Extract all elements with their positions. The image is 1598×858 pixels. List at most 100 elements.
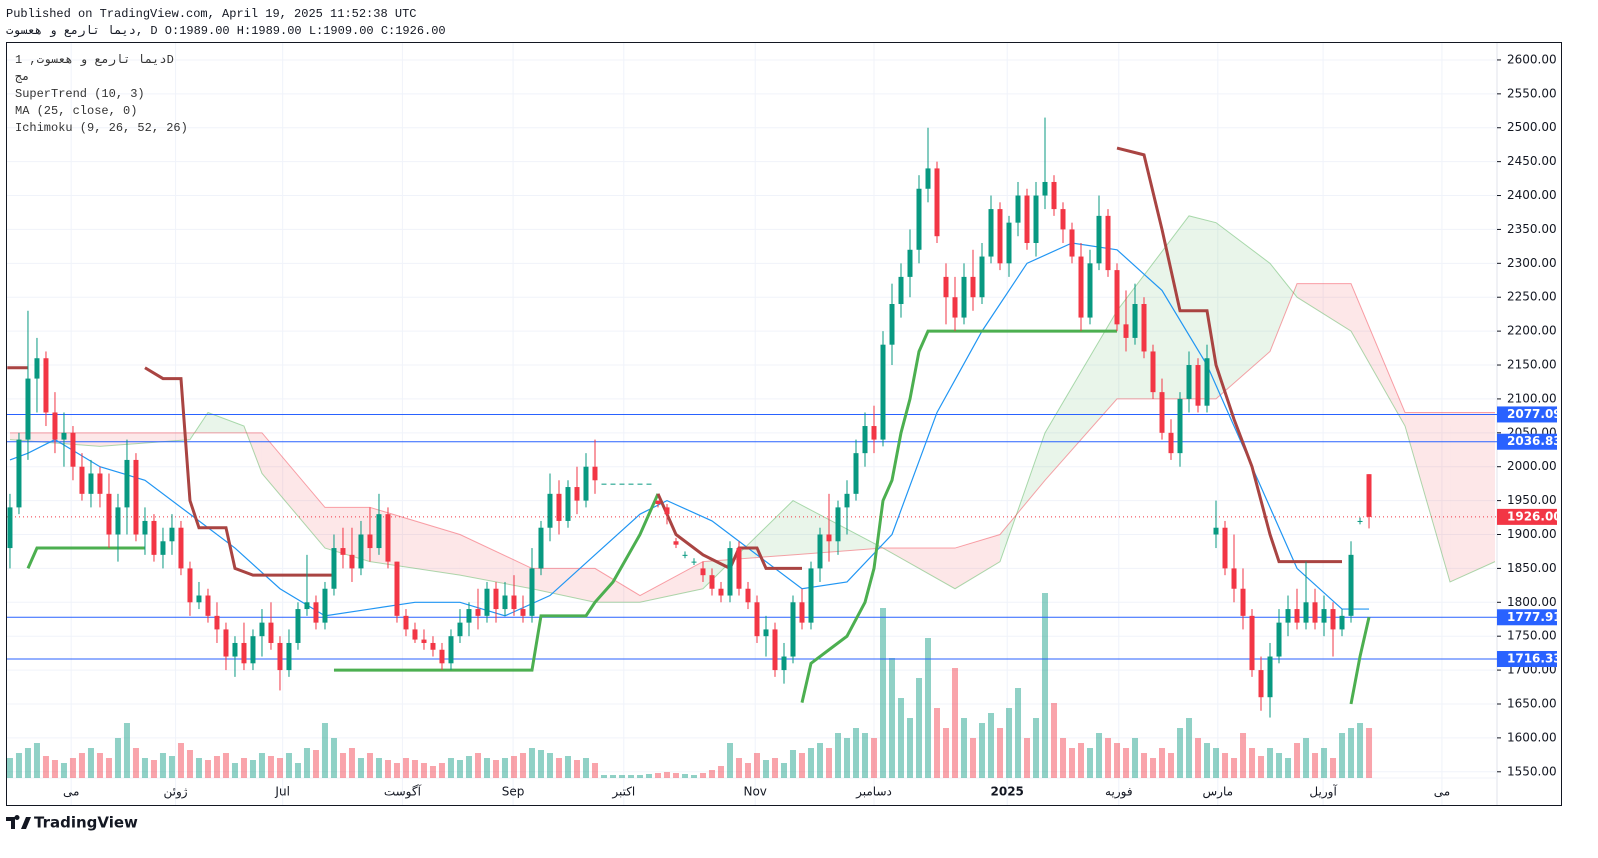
candle-body — [484, 588, 490, 616]
volume-bar — [60, 763, 67, 778]
x-tick-label: ژوئن — [164, 785, 188, 800]
level-tag — [1497, 433, 1557, 450]
volume-bar — [1123, 748, 1130, 778]
candle-body — [1105, 215, 1111, 271]
volume-bar — [1132, 738, 1139, 778]
candle-body — [1303, 602, 1309, 623]
candle-body — [691, 561, 697, 563]
volume-bar — [1105, 738, 1112, 778]
candle-body — [1060, 209, 1066, 230]
candle-body — [25, 378, 31, 440]
volume-bar — [357, 758, 364, 778]
candle-body — [511, 595, 517, 610]
volume-bar — [1051, 703, 1058, 778]
cloud — [1351, 283, 1406, 427]
y-tick-label: 2350.00 — [1507, 222, 1557, 236]
candle-body — [754, 602, 760, 637]
candle-body — [169, 527, 175, 542]
x-tick-label: آگوست — [384, 784, 422, 800]
y-tick-label: 2200.00 — [1507, 324, 1557, 338]
y-tick-label: 2400.00 — [1507, 188, 1557, 202]
volume-bar — [952, 668, 959, 778]
candle-body — [61, 432, 67, 440]
candle-body — [1069, 229, 1075, 257]
candle-body — [637, 483, 643, 485]
candle-body — [934, 168, 940, 237]
cloud — [531, 568, 595, 603]
volume-bar — [780, 763, 787, 778]
volume-bar — [330, 738, 337, 778]
volume-bar — [528, 748, 535, 778]
logo: TradingView — [6, 814, 138, 832]
candle-body — [1033, 195, 1039, 243]
volume-bar — [1150, 758, 1157, 778]
candle-body — [43, 358, 49, 413]
candle-body — [1366, 474, 1372, 517]
candle-body — [700, 568, 706, 576]
volume-bar — [1087, 748, 1094, 778]
supertrend-up — [333, 493, 660, 672]
level-label: 1777.91 — [1507, 610, 1562, 624]
volume-bar — [420, 763, 427, 778]
candle-body — [583, 466, 589, 501]
published: Published on TradingView.com, April 19, … — [6, 7, 416, 21]
cloud — [639, 561, 703, 603]
volume-bar — [681, 774, 688, 778]
candle-body — [817, 534, 823, 569]
candle-body — [1213, 527, 1219, 535]
volume-bar — [51, 760, 58, 778]
cloud — [955, 534, 1001, 589]
volume-bar — [1114, 743, 1121, 778]
volume-bar — [1249, 748, 1256, 778]
volume-bar — [1321, 748, 1328, 778]
candle-body — [1186, 365, 1192, 399]
y-tick-label: 2300.00 — [1507, 256, 1557, 270]
candle-body — [907, 249, 913, 277]
candle-body — [1258, 670, 1264, 698]
x-tick-label: دسامبر — [855, 785, 892, 800]
volume-bar — [510, 756, 517, 778]
supertrend-down — [144, 366, 334, 577]
candle-body — [745, 588, 751, 603]
volume-bar — [249, 760, 256, 778]
candle-body — [682, 554, 688, 556]
volume-bar — [861, 733, 868, 778]
candle-body — [358, 534, 364, 569]
volume-bar — [303, 748, 310, 778]
candle-body — [601, 483, 607, 485]
x-tick-label: Jul — [274, 785, 289, 799]
candle-body — [448, 636, 454, 664]
candle-body — [529, 568, 535, 616]
candle-body — [214, 615, 220, 630]
candle-body — [367, 534, 373, 549]
cloud — [882, 548, 956, 589]
candle-body — [790, 602, 796, 657]
supertrend-up — [800, 329, 1118, 703]
cloud — [1117, 215, 1190, 399]
volume-bar — [267, 756, 274, 778]
volume-bar — [1033, 718, 1040, 778]
candle-body — [160, 541, 166, 555]
volume-bar — [627, 775, 634, 778]
candle-body — [250, 636, 256, 664]
volume-bar — [456, 760, 463, 778]
volume-bar — [123, 723, 130, 778]
last-price-tag — [1497, 508, 1557, 525]
volume-bar — [204, 760, 211, 778]
y-tick-label: 1550.00 — [1507, 764, 1557, 778]
candle-body — [412, 629, 418, 640]
cloud — [702, 500, 793, 589]
candle-body — [538, 527, 544, 569]
volume-bar — [87, 748, 94, 778]
volume-bar — [961, 718, 968, 778]
candle-body — [619, 483, 625, 485]
volume-bar — [789, 750, 796, 778]
candle-body — [1177, 398, 1183, 454]
candle-body — [1222, 527, 1228, 569]
candle-body — [439, 649, 445, 664]
x-tick-label: آوریل — [1309, 784, 1337, 800]
candle-body — [1114, 270, 1120, 325]
candle-body — [475, 609, 481, 616]
x-tick-label: مى — [63, 785, 79, 799]
